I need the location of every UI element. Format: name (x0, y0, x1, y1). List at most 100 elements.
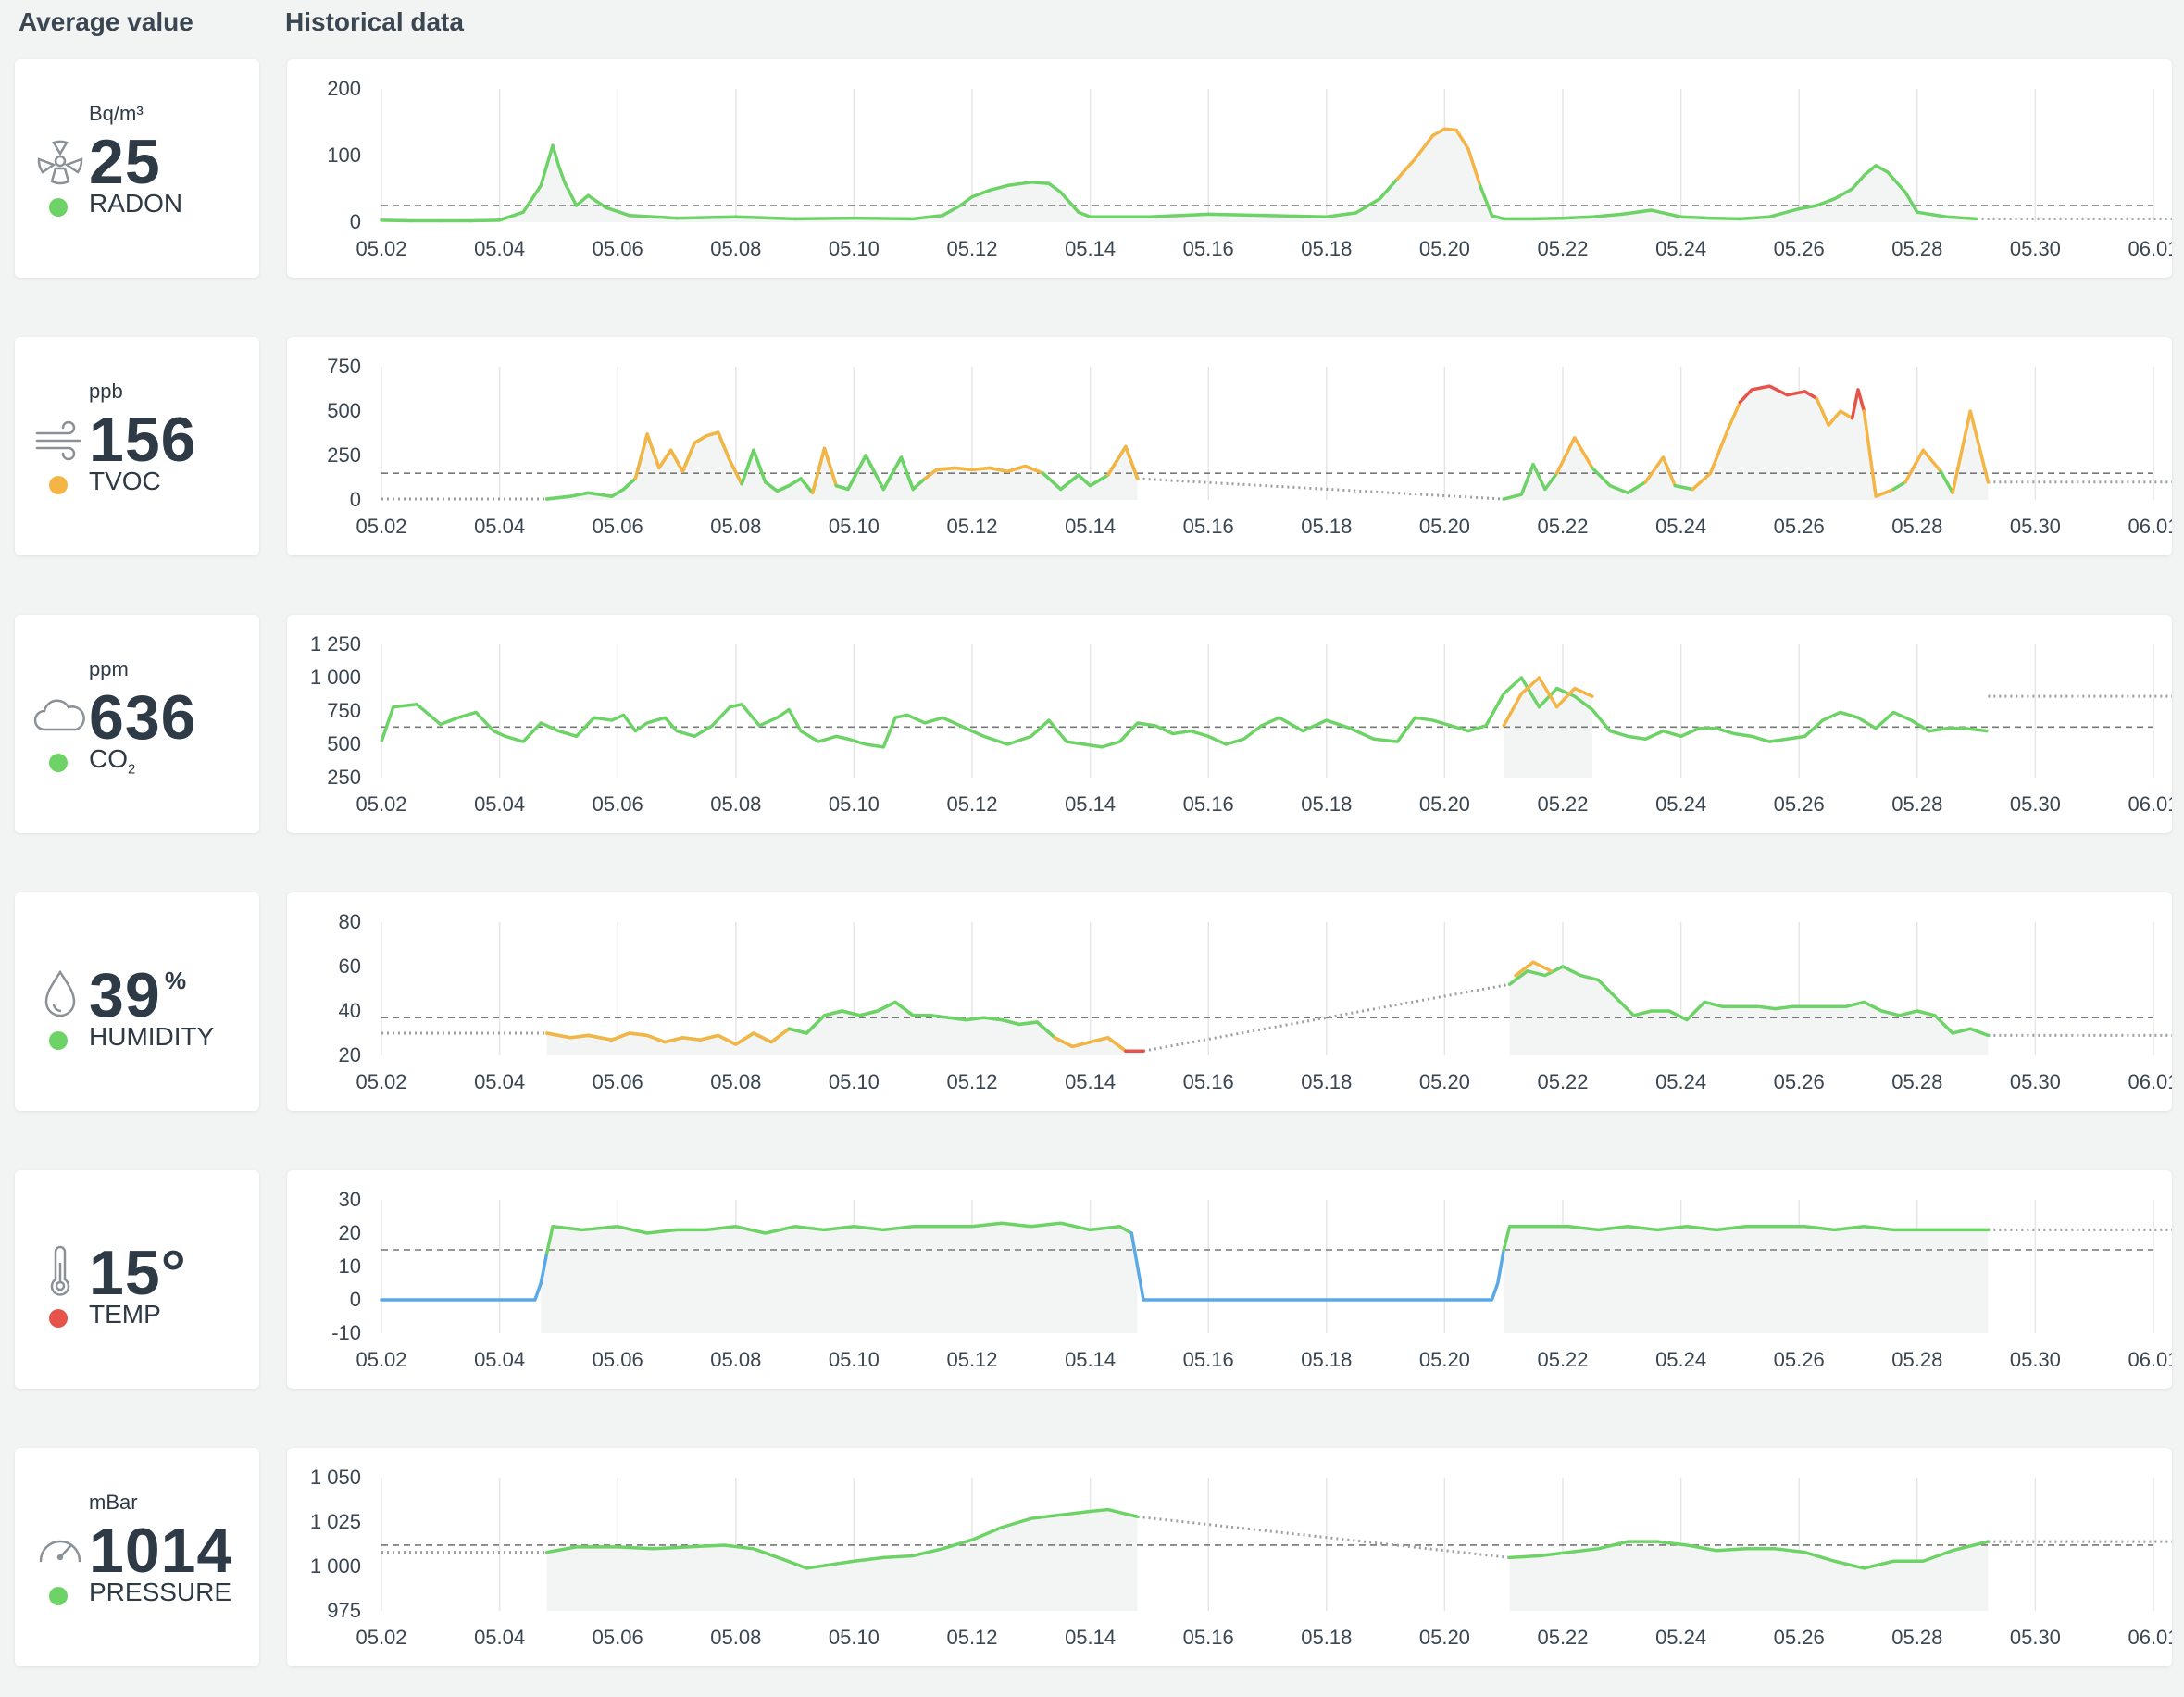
x-tick-label: 05.14 (1065, 1626, 1116, 1649)
series-line-segment (1507, 965, 1991, 1038)
gap-line (1142, 982, 1510, 1053)
temp-average-card: 15° TEMP (15, 1170, 259, 1389)
temp-chart-svg: 05.02 05.04 05.06 05.08 05.10 05.12 05.14 05.16… (331, 1188, 2172, 1371)
series-line (380, 676, 1989, 749)
tvoc-status-dot (49, 476, 68, 494)
x-tick-label: 05.26 (1774, 1070, 1825, 1093)
x-tick-label: 05.10 (829, 1626, 880, 1649)
series-line-segment (1815, 396, 1854, 428)
series-line (1916, 210, 1949, 218)
y-tick-label: 250 (327, 443, 361, 467)
tvoc-label: TVOC (89, 467, 161, 495)
radon-average-card: Bq/m³ 25 RADON (15, 59, 259, 278)
series-line-segment (1862, 409, 1896, 498)
x-tick-label: 05.14 (1065, 792, 1116, 816)
x-tick-label: 05.08 (710, 237, 761, 260)
series-line (551, 143, 561, 168)
x-tick-label: 05.28 (1891, 792, 1942, 816)
series-line (1850, 173, 1866, 191)
x-tick-label: 06.01 (2128, 515, 2172, 538)
x-tick-label: 05.04 (474, 237, 525, 260)
x-tick-label: 05.10 (829, 1070, 880, 1093)
x-tick-label: 05.26 (1774, 237, 1825, 260)
x-tick-label: 05.30 (2010, 237, 2061, 260)
humidity-chart-svg: 05.02 05.04 05.06 05.08 05.10 05.12 05.14 05.16… (339, 910, 2172, 1093)
humidity-history-chart: 05.02 05.04 05.06 05.08 05.10 05.12 05.14 05.16… (287, 892, 2172, 1111)
sensor-row-radon: Bq/m³ 25 RADON 05.02 05.04 05.06 05.08 05.10 05.… (0, 59, 2184, 278)
y-tick-label: 100 (327, 143, 361, 167)
x-tick-label: 05.24 (1655, 1070, 1706, 1093)
series-line-segment (1514, 960, 1553, 978)
x-tick-label: 05.16 (1183, 1626, 1234, 1649)
series-line (521, 183, 543, 214)
y-tick-label: 500 (327, 732, 361, 755)
series-line (380, 218, 413, 223)
series-line (628, 214, 679, 220)
x-tick-label: 05.26 (1774, 1626, 1825, 1649)
radon-label: RADON (89, 189, 183, 218)
series-line-segment (544, 1507, 1140, 1570)
temp-status-dot (49, 1309, 68, 1328)
series-line (1430, 127, 1447, 138)
y-tick-label: 750 (327, 355, 361, 378)
radon-average-value: 25 (89, 127, 161, 197)
series-line-segment (1554, 436, 1594, 475)
series-line-segment (544, 1027, 791, 1046)
x-tick-label: 05.18 (1301, 515, 1352, 538)
historical-data-header: Historical data (285, 7, 464, 36)
pressure-history-chart: 05.02 05.04 05.06 05.08 05.10 05.12 05.14 05.16… (287, 1448, 2172, 1666)
y-tick-label: 250 (327, 766, 361, 789)
x-tick-label: 05.30 (2010, 515, 2061, 538)
area-fill (381, 129, 1977, 222)
x-tick-label: 05.06 (593, 515, 643, 538)
y-tick-label: 1 000 (310, 1554, 361, 1578)
series-line (539, 164, 549, 188)
y-tick-label: 0 (350, 488, 361, 511)
series-line (544, 143, 555, 168)
series-line-segment (1891, 480, 1907, 492)
series-line (1797, 204, 1819, 211)
x-tick-label: 05.08 (710, 792, 761, 816)
series-line (970, 188, 992, 199)
x-tick-label: 05.02 (356, 1348, 406, 1371)
x-tick-label: 05.12 (946, 1348, 997, 1371)
y-tick-label: 1 250 (310, 632, 361, 655)
series-line (1206, 212, 1269, 218)
x-tick-label: 05.22 (1537, 237, 1588, 260)
series-line (675, 215, 738, 220)
series-line (988, 183, 1010, 193)
y-tick-label: 10 (339, 1254, 361, 1278)
series-line-segment (1903, 448, 1943, 484)
series-line (1531, 216, 1565, 221)
x-tick-label: 05.14 (1065, 1070, 1116, 1093)
x-tick-label: 05.10 (829, 237, 880, 260)
x-tick-label: 06.01 (2128, 792, 2172, 816)
series-line-segment (1502, 462, 1559, 501)
x-tick-label: 05.30 (2010, 1348, 2061, 1371)
y-tick-label: 1 025 (310, 1510, 361, 1533)
series-line (1147, 212, 1210, 218)
co2-average-value: 636 (89, 682, 197, 753)
series-line (1058, 190, 1080, 214)
x-tick-label: 05.26 (1774, 515, 1825, 538)
y-tick-label: 30 (339, 1188, 361, 1211)
area-fill (1509, 1541, 1989, 1611)
area-fill (1504, 1226, 1989, 1333)
series-line-segment (1041, 471, 1110, 492)
series-line (1620, 208, 1654, 217)
temp-label: TEMP (89, 1300, 161, 1329)
series-line (734, 215, 797, 221)
y-tick-label: 60 (339, 955, 361, 978)
series-line (1708, 216, 1742, 221)
x-tick-label: 05.18 (1301, 792, 1352, 816)
x-tick-label: 05.12 (946, 237, 997, 260)
series-line (941, 204, 962, 218)
x-tick-label: 05.22 (1537, 1070, 1588, 1093)
x-tick-label: 05.02 (356, 515, 406, 538)
series-line-segment (1502, 1225, 1991, 1252)
y-tick-label: 975 (327, 1599, 361, 1622)
series-line (1944, 215, 1978, 221)
humidity-status-dot (49, 1031, 68, 1050)
y-tick-label: 80 (339, 910, 361, 933)
series-line-segment (1850, 388, 1866, 420)
